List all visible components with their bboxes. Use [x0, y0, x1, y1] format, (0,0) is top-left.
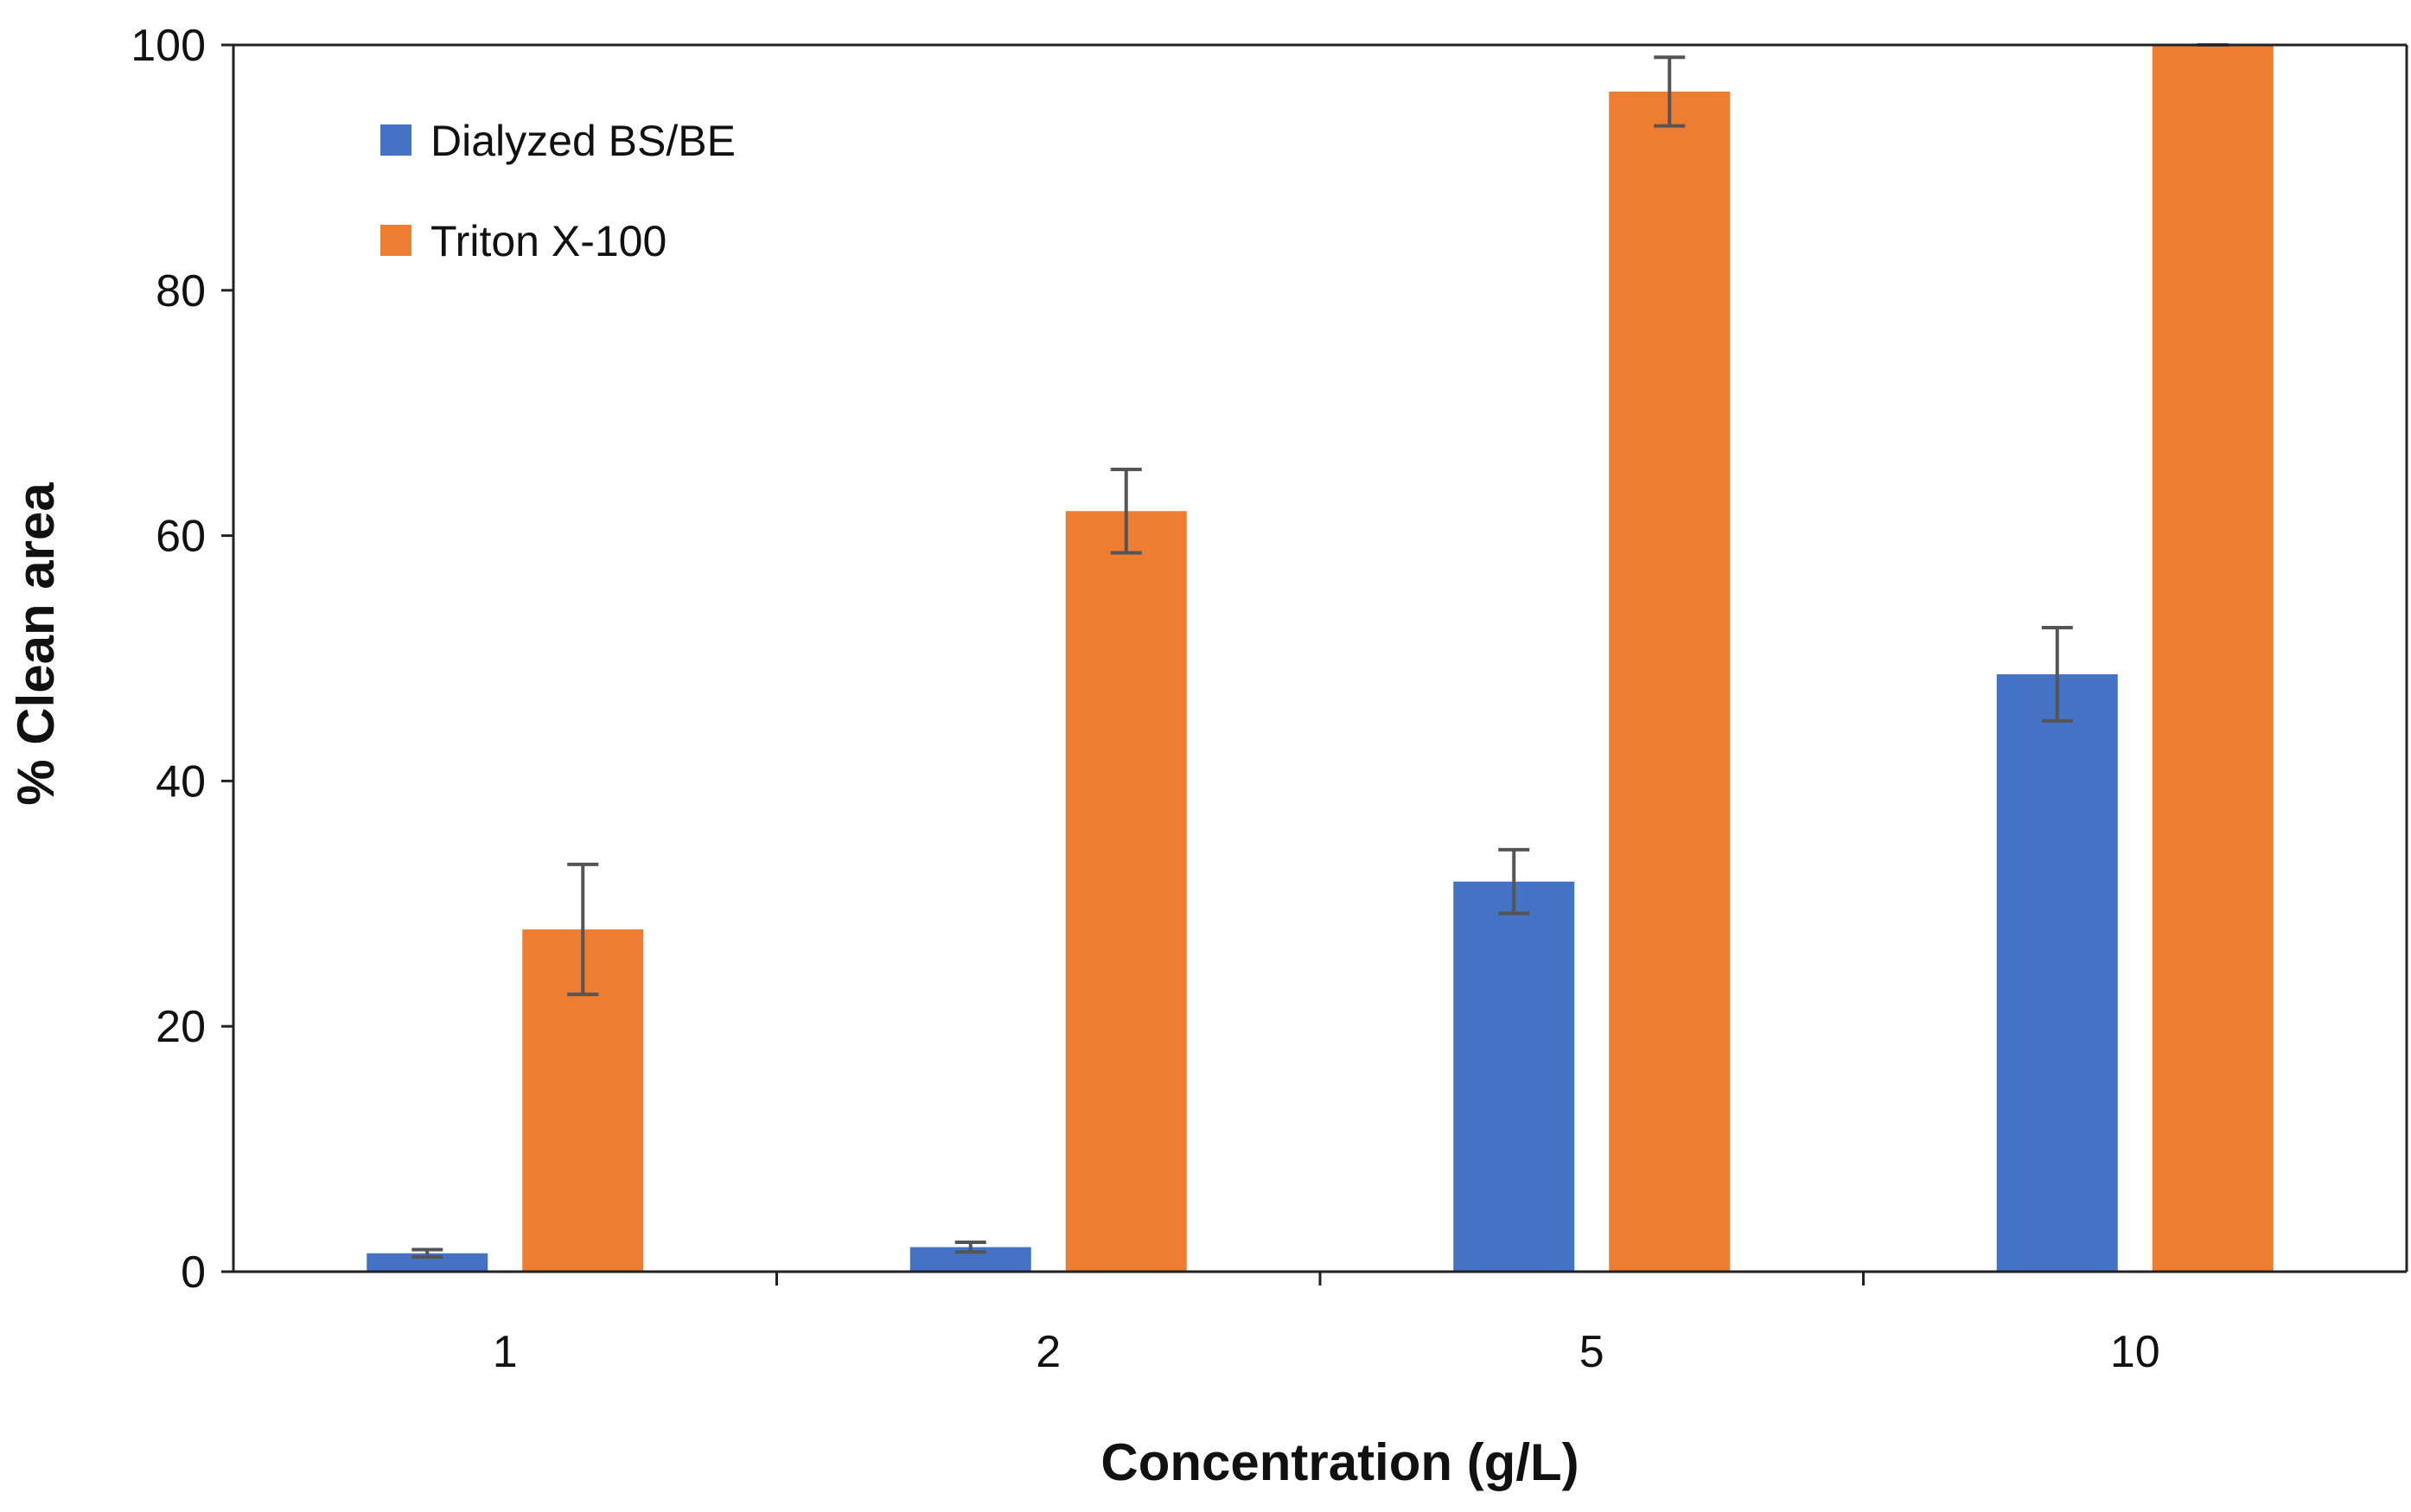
bar-triton-x-100-10 [2152, 45, 2274, 1272]
x-tick-label-1: 1 [493, 1327, 518, 1377]
tick-labels-layer: 0 20 40 60 80 100 1 2 5 10 [131, 21, 2159, 1377]
y-tick-label-100: 100 [131, 21, 206, 71]
legend-label-dialyzed-bs-be: Dialyzed BS/BE [431, 117, 736, 165]
bar-dialyzed-bs-be-10 [1996, 673, 2118, 1272]
bar-dialyzed-bs-be-1 [367, 1253, 488, 1272]
x-tick-label-5: 5 [1579, 1327, 1604, 1377]
y-tick-label-0: 0 [181, 1247, 206, 1298]
legend: Dialyzed BS/BE Triton X-100 [380, 117, 736, 265]
x-axis-title: Concentration (g/L) [1100, 1433, 1579, 1491]
y-tick-label-60: 60 [156, 512, 206, 562]
legend-swatch-dialyzed-bs-be [380, 124, 411, 156]
error-bars-layer [411, 43, 2229, 1259]
bars-layer [367, 45, 2274, 1272]
bar-triton-x-100-5 [1609, 91, 1731, 1272]
x-tick-label-2: 2 [1036, 1327, 1061, 1377]
bar-dialyzed-bs-be-5 [1453, 881, 1575, 1272]
y-axis-title: % Clean area [7, 482, 65, 806]
x-tick-label-10: 10 [2110, 1327, 2160, 1377]
axes-layer [221, 43, 2408, 1286]
y-tick-label-80: 80 [156, 266, 206, 316]
legend-label-triton-x-100: Triton X-100 [431, 217, 667, 265]
bar-triton-x-100-2 [1065, 511, 1187, 1272]
legend-swatch-triton-x-100 [380, 225, 411, 256]
y-tick-label-40: 40 [156, 756, 206, 807]
y-tick-label-20: 20 [156, 1002, 206, 1052]
